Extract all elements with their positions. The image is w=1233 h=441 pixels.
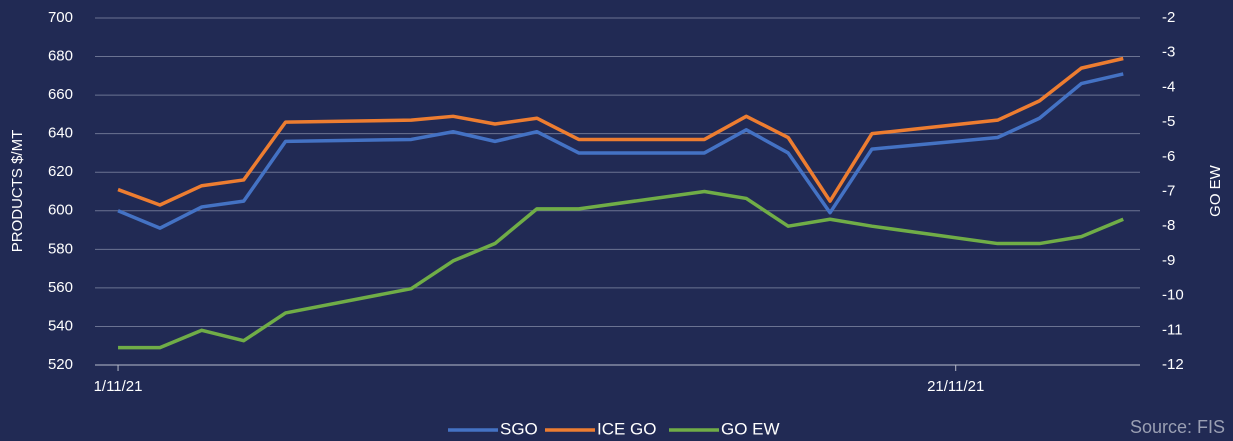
y-tick-label: 580 [48, 240, 73, 257]
y2-axis-label: GO EW [1207, 164, 1224, 217]
y-tick-label: 700 [48, 9, 73, 26]
y2-tick-label: -2 [1162, 9, 1175, 26]
y-tick-label: 680 [48, 48, 73, 65]
y-tick-label: 620 [48, 163, 73, 180]
y-tick-label: 540 [48, 317, 73, 334]
y2-tick-label: -9 [1162, 252, 1175, 269]
series-line [118, 189, 1124, 350]
legend-label: GO EW [721, 419, 780, 438]
y2-tick-label: -11 [1162, 321, 1183, 338]
y-tick-label: 520 [48, 356, 73, 373]
series-line [117, 56, 1124, 207]
y2-tick-label: -6 [1162, 148, 1175, 165]
y2-tick-label: -5 [1162, 113, 1175, 130]
legend-label: ICE GO [597, 419, 657, 438]
y2-tick-label: -3 [1162, 44, 1175, 61]
y2-tick-label: -4 [1162, 78, 1175, 95]
y2-tick-label: -12 [1162, 356, 1184, 373]
y-axis-label: PRODUCTS $/MT [9, 130, 26, 253]
x-tick-label: 1/11/21 [94, 378, 143, 395]
x-tick-label: 21/11/21 [927, 378, 984, 395]
y2-tick-label: -10 [1162, 287, 1184, 304]
y2-tick-label: -8 [1162, 217, 1175, 234]
y-tick-label: 660 [48, 86, 73, 103]
legend-label: SGO [500, 419, 538, 438]
y2-tick-label: -7 [1162, 182, 1175, 199]
y-tick-label: 560 [48, 279, 73, 296]
y-tick-label: 600 [48, 202, 73, 219]
y-tick-label: 640 [48, 125, 73, 142]
source-note: Source: FIS [1130, 417, 1225, 437]
series-line [117, 72, 1124, 230]
